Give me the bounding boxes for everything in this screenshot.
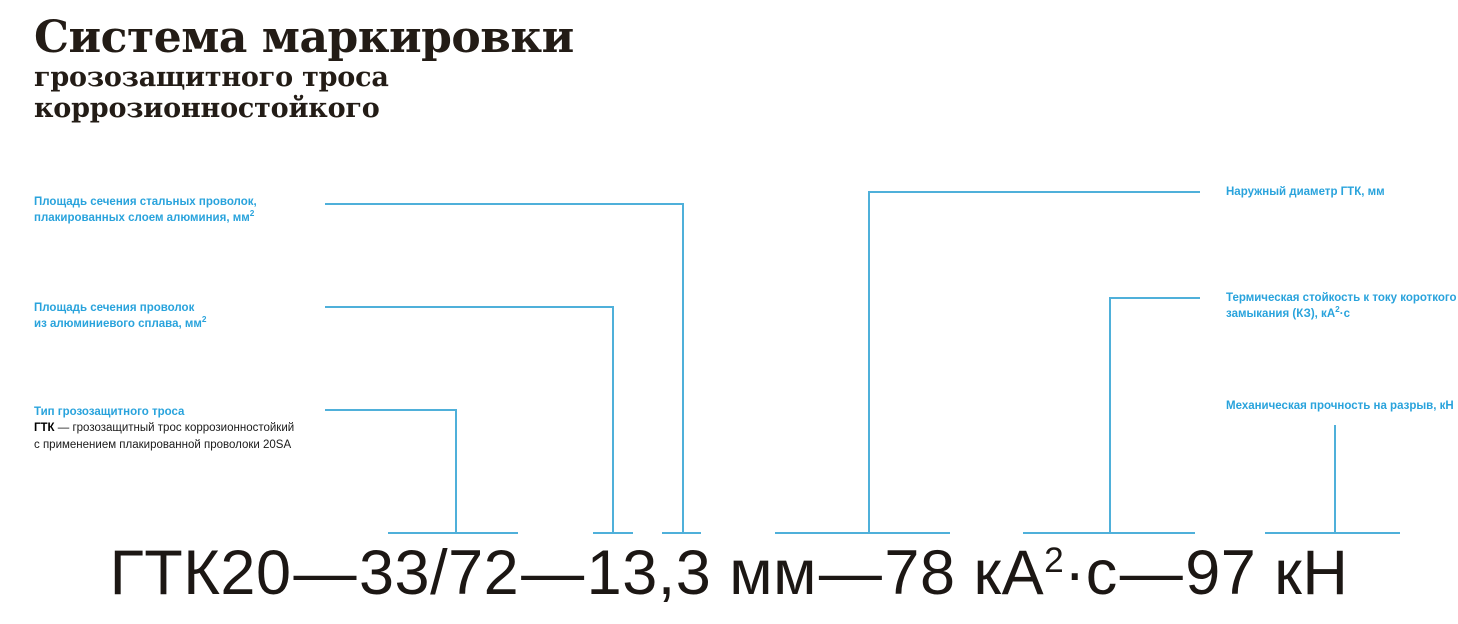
connector-rope-type — [325, 409, 457, 533]
connector-plated-steel-area — [325, 203, 684, 533]
superscript-2: 2 — [201, 315, 207, 325]
callout-alloy-wire-area: Площадь сечения проволок из алюминиевого… — [34, 300, 207, 332]
connector-thermal — [1109, 297, 1200, 533]
superscript-2: 2 — [1335, 305, 1340, 315]
callout-title-line-2: плакированных слоем алюминия, мм2 — [34, 210, 257, 226]
callout-title-line-2: замыкания (КЗ), кА2·с — [1226, 306, 1457, 322]
callout-title-text: из алюминиевого сплава, мм — [34, 318, 202, 330]
formula-thermal-tail: ·с — [1064, 538, 1118, 608]
page-subtitle-line-1: грозозащитного троса — [34, 62, 389, 93]
rope-type-description: — грозозащитный трос коррозионностойкий — [54, 422, 295, 434]
callout-title-text: замыкания (КЗ), кА — [1226, 308, 1336, 320]
formula-thermal-value: 78 кА — [884, 538, 1045, 608]
rope-type-code: ГТК — [34, 422, 55, 434]
callout-title-line-1: Тип грозозащитного троса — [34, 406, 185, 418]
formula-dash-4: — — [1119, 538, 1184, 608]
callout-thermal-stability: Термическая стойкость к току короткого з… — [1226, 290, 1457, 322]
callout-title-line-1: Механическая прочность на разрыв, кН — [1226, 400, 1454, 412]
formula-strength-value: 97 кН — [1185, 538, 1349, 608]
page-title-block: Система маркировки грозозащитного троса … — [34, 12, 794, 125]
marking-formula: ГТК20—33/72—13,3 мм—78 кА2·с—97 кН — [0, 534, 1458, 614]
callout-title-tail: ·с — [1339, 308, 1350, 320]
formula-dash-3: — — [818, 538, 883, 608]
callout-title-line-1: Термическая стойкость к току короткого — [1226, 292, 1457, 304]
callout-title-line-1: Площадь сечения стальных проволок, — [34, 196, 257, 208]
connector-outer-diameter — [868, 191, 1200, 533]
formula-cross-sections: 33/72 — [359, 538, 520, 608]
connector-alloy-wire-area — [325, 306, 614, 533]
callout-body-line-1: ГТК — грозозащитный трос коррозионностой… — [34, 420, 294, 437]
callout-title-line-1: Площадь сечения проволок — [34, 302, 195, 314]
formula-outer-diameter-value: 13,3 мм — [586, 538, 817, 608]
superscript-2: 2 — [249, 209, 255, 219]
callout-title-text: плакированных слоем алюминия, мм — [34, 212, 250, 224]
page-title: Система маркировки — [34, 12, 574, 63]
formula-dash-2: — — [521, 538, 585, 608]
callout-title-line-2: из алюминиевого сплава, мм2 — [34, 316, 207, 332]
callout-rope-type: Тип грозозащитного троса ГТК — грозозащи… — [34, 404, 294, 454]
page-subtitle-line-2: коррозионностойкого — [34, 93, 380, 124]
formula-dash-1: — — [293, 538, 358, 608]
callout-body-line-2: с применением плакированной проволоки 20… — [34, 439, 292, 451]
formula-rope-type-code: ГТК20 — [109, 538, 292, 608]
callout-outer-diameter: Наружный диаметр ГТК, мм — [1226, 184, 1385, 200]
formula-superscript-2: 2 — [1044, 541, 1065, 580]
callout-breaking-strength: Механическая прочность на разрыв, кН — [1226, 398, 1454, 414]
callout-title-line-1: Наружный диаметр ГТК, мм — [1226, 186, 1385, 198]
callout-plated-steel-area: Площадь сечения стальных проволок, плаки… — [34, 194, 257, 226]
